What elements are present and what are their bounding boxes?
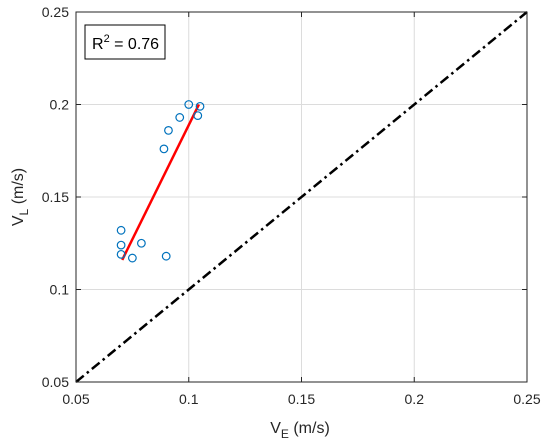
fit-line — [121, 103, 201, 261]
data-point — [116, 249, 126, 259]
x-tick-label: 0.15 — [288, 391, 315, 407]
x-tick-label: 0.2 — [405, 391, 425, 407]
x-axis-label: VE (m/s) — [270, 420, 330, 441]
data-point — [193, 111, 203, 120]
x-tick-label: 0.1 — [179, 391, 199, 407]
axis-ticks: 0.05 0.1 0.15 0.2 0.25 0.05 0.1 0.15 0.2 0.25 — [42, 4, 541, 407]
data-point — [184, 100, 194, 109]
y-tick-label: 0.05 — [42, 374, 69, 390]
annotation-text: R2 = 0.76 — [92, 33, 159, 53]
y-tick-label: 0.15 — [42, 189, 69, 205]
x-tick-label: 0.25 — [513, 391, 540, 407]
data-point — [159, 144, 169, 154]
y-axis-label: VL (m/s) — [10, 168, 31, 226]
identity-line — [75, 11, 528, 383]
data-point — [161, 251, 171, 261]
r-squared-annotation: R2 = 0.76 — [84, 24, 166, 60]
y-tick-label: 0.2 — [50, 97, 70, 113]
data-point — [195, 101, 205, 111]
x-tick-label: 0.05 — [62, 391, 89, 407]
y-tick-label: 0.25 — [42, 4, 69, 20]
data-point — [127, 253, 137, 263]
data-point — [116, 225, 126, 235]
data-point — [136, 238, 146, 248]
series-layer — [75, 11, 528, 383]
data-point — [175, 113, 185, 122]
y-tick-label: 0.1 — [50, 282, 70, 298]
data-point — [164, 125, 173, 135]
data-point — [116, 240, 126, 250]
annotation-box — [84, 24, 166, 60]
